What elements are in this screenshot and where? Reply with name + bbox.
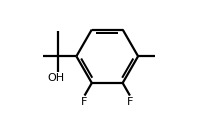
Text: OH: OH [48,73,65,83]
Text: F: F [81,97,88,107]
Text: F: F [127,97,133,107]
